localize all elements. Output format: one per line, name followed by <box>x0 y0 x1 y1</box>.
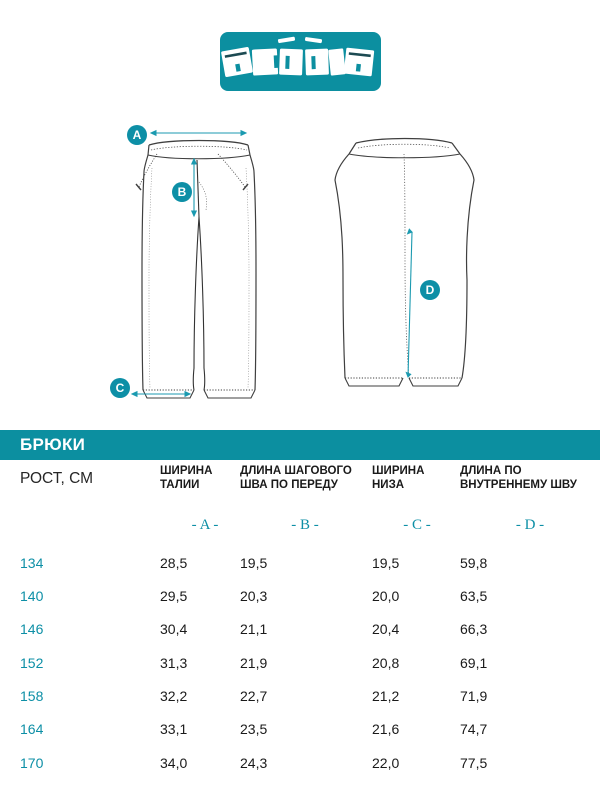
svg-text:C: C <box>116 381 125 395</box>
svg-text:A: A <box>133 128 142 142</box>
svg-text:B: B <box>178 185 187 199</box>
svg-text:D: D <box>426 283 435 297</box>
